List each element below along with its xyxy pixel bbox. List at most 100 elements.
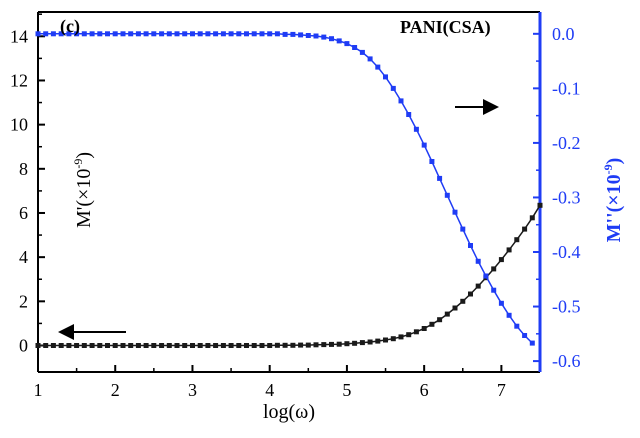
data-point bbox=[298, 342, 304, 348]
data-point bbox=[390, 85, 396, 91]
data-point bbox=[89, 343, 95, 348]
data-point bbox=[375, 64, 381, 70]
data-point bbox=[483, 273, 489, 279]
data-point bbox=[35, 31, 41, 37]
sample-label: PANI(CSA) bbox=[400, 17, 491, 38]
data-point bbox=[120, 31, 126, 37]
y-left-tick-label: 6 bbox=[19, 203, 28, 223]
data-point bbox=[190, 343, 195, 348]
data-point bbox=[112, 343, 118, 348]
x-tick-label: 1 bbox=[34, 380, 43, 400]
data-point bbox=[352, 340, 358, 346]
data-point bbox=[143, 343, 149, 348]
data-point bbox=[305, 342, 311, 348]
x-axis: 1 2 3 4 5 6 7 bbox=[34, 365, 506, 400]
y-right-tick-label: -0.4 bbox=[552, 242, 581, 262]
data-point bbox=[522, 226, 528, 232]
data-point bbox=[498, 300, 504, 306]
y-right-tick-label: 0.0 bbox=[552, 24, 575, 44]
data-point bbox=[143, 31, 149, 37]
data-point bbox=[506, 247, 512, 253]
y-left-tick-label: 8 bbox=[19, 159, 28, 179]
data-point bbox=[74, 31, 80, 37]
data-point bbox=[290, 31, 296, 37]
data-point bbox=[529, 340, 535, 346]
data-point bbox=[313, 342, 319, 348]
data-point bbox=[197, 31, 203, 37]
series-m-prime bbox=[35, 202, 543, 348]
data-point bbox=[35, 343, 41, 348]
data-point bbox=[452, 209, 458, 215]
data-point bbox=[228, 31, 234, 37]
data-point bbox=[514, 323, 520, 329]
data-point bbox=[259, 343, 265, 348]
data-point bbox=[274, 31, 280, 37]
x-tick-label: 3 bbox=[188, 380, 197, 400]
data-point bbox=[66, 343, 72, 348]
y-axis-left-label: M'(×10-9) bbox=[71, 152, 95, 228]
data-point bbox=[468, 243, 473, 248]
data-point bbox=[120, 343, 126, 348]
data-point bbox=[475, 283, 481, 289]
data-point bbox=[166, 343, 172, 348]
y-right-tick-label: -0.2 bbox=[552, 133, 581, 153]
data-point bbox=[321, 34, 327, 40]
data-point bbox=[236, 343, 242, 348]
data-point bbox=[429, 321, 435, 327]
data-point bbox=[313, 33, 319, 39]
data-point bbox=[359, 49, 365, 55]
data-point bbox=[498, 257, 504, 263]
data-point bbox=[151, 343, 157, 348]
y-right-tick-label: -0.5 bbox=[552, 297, 581, 317]
y-left-tick-label: 0 bbox=[19, 335, 28, 355]
x-tick-label: 4 bbox=[265, 380, 274, 400]
data-point bbox=[344, 41, 350, 47]
y-left-tick-label: 2 bbox=[19, 291, 28, 311]
y-axis-right-label: M''(×10-9) bbox=[601, 158, 625, 243]
data-point bbox=[514, 237, 520, 243]
data-point bbox=[236, 31, 242, 37]
data-point bbox=[66, 31, 72, 37]
data-point bbox=[267, 343, 273, 348]
data-point bbox=[329, 36, 334, 42]
data-point bbox=[336, 38, 342, 44]
data-point bbox=[460, 298, 466, 304]
data-point bbox=[321, 342, 327, 348]
data-point bbox=[282, 31, 288, 37]
series-line bbox=[38, 33, 533, 344]
data-point bbox=[398, 98, 404, 104]
data-point bbox=[74, 343, 80, 348]
y-right-tick-label: -0.3 bbox=[552, 187, 581, 207]
data-point bbox=[444, 311, 450, 317]
data-point bbox=[58, 31, 64, 37]
data-point bbox=[491, 287, 497, 293]
data-point bbox=[50, 343, 56, 348]
data-point bbox=[298, 32, 304, 38]
data-point bbox=[213, 343, 219, 348]
data-point bbox=[475, 258, 481, 264]
data-point bbox=[128, 31, 134, 37]
x-tick-label: 2 bbox=[111, 380, 120, 400]
data-point bbox=[197, 343, 203, 348]
data-point bbox=[267, 31, 273, 37]
data-point bbox=[468, 291, 473, 297]
data-point bbox=[151, 31, 157, 37]
data-point bbox=[128, 343, 134, 348]
data-point bbox=[359, 340, 365, 346]
data-point bbox=[305, 33, 311, 38]
panel-label: (c) bbox=[60, 16, 80, 37]
data-point bbox=[205, 343, 211, 348]
data-point bbox=[43, 31, 49, 37]
data-point bbox=[228, 343, 234, 348]
data-point bbox=[282, 342, 288, 348]
data-point bbox=[274, 342, 280, 348]
y-left-tick-label: 14 bbox=[10, 26, 28, 46]
data-point bbox=[81, 31, 87, 37]
data-point bbox=[259, 31, 265, 37]
y-right-tick-label: -0.1 bbox=[552, 78, 581, 98]
data-point bbox=[529, 215, 535, 221]
data-point bbox=[174, 343, 180, 348]
data-point bbox=[159, 31, 165, 37]
data-point bbox=[444, 192, 450, 198]
